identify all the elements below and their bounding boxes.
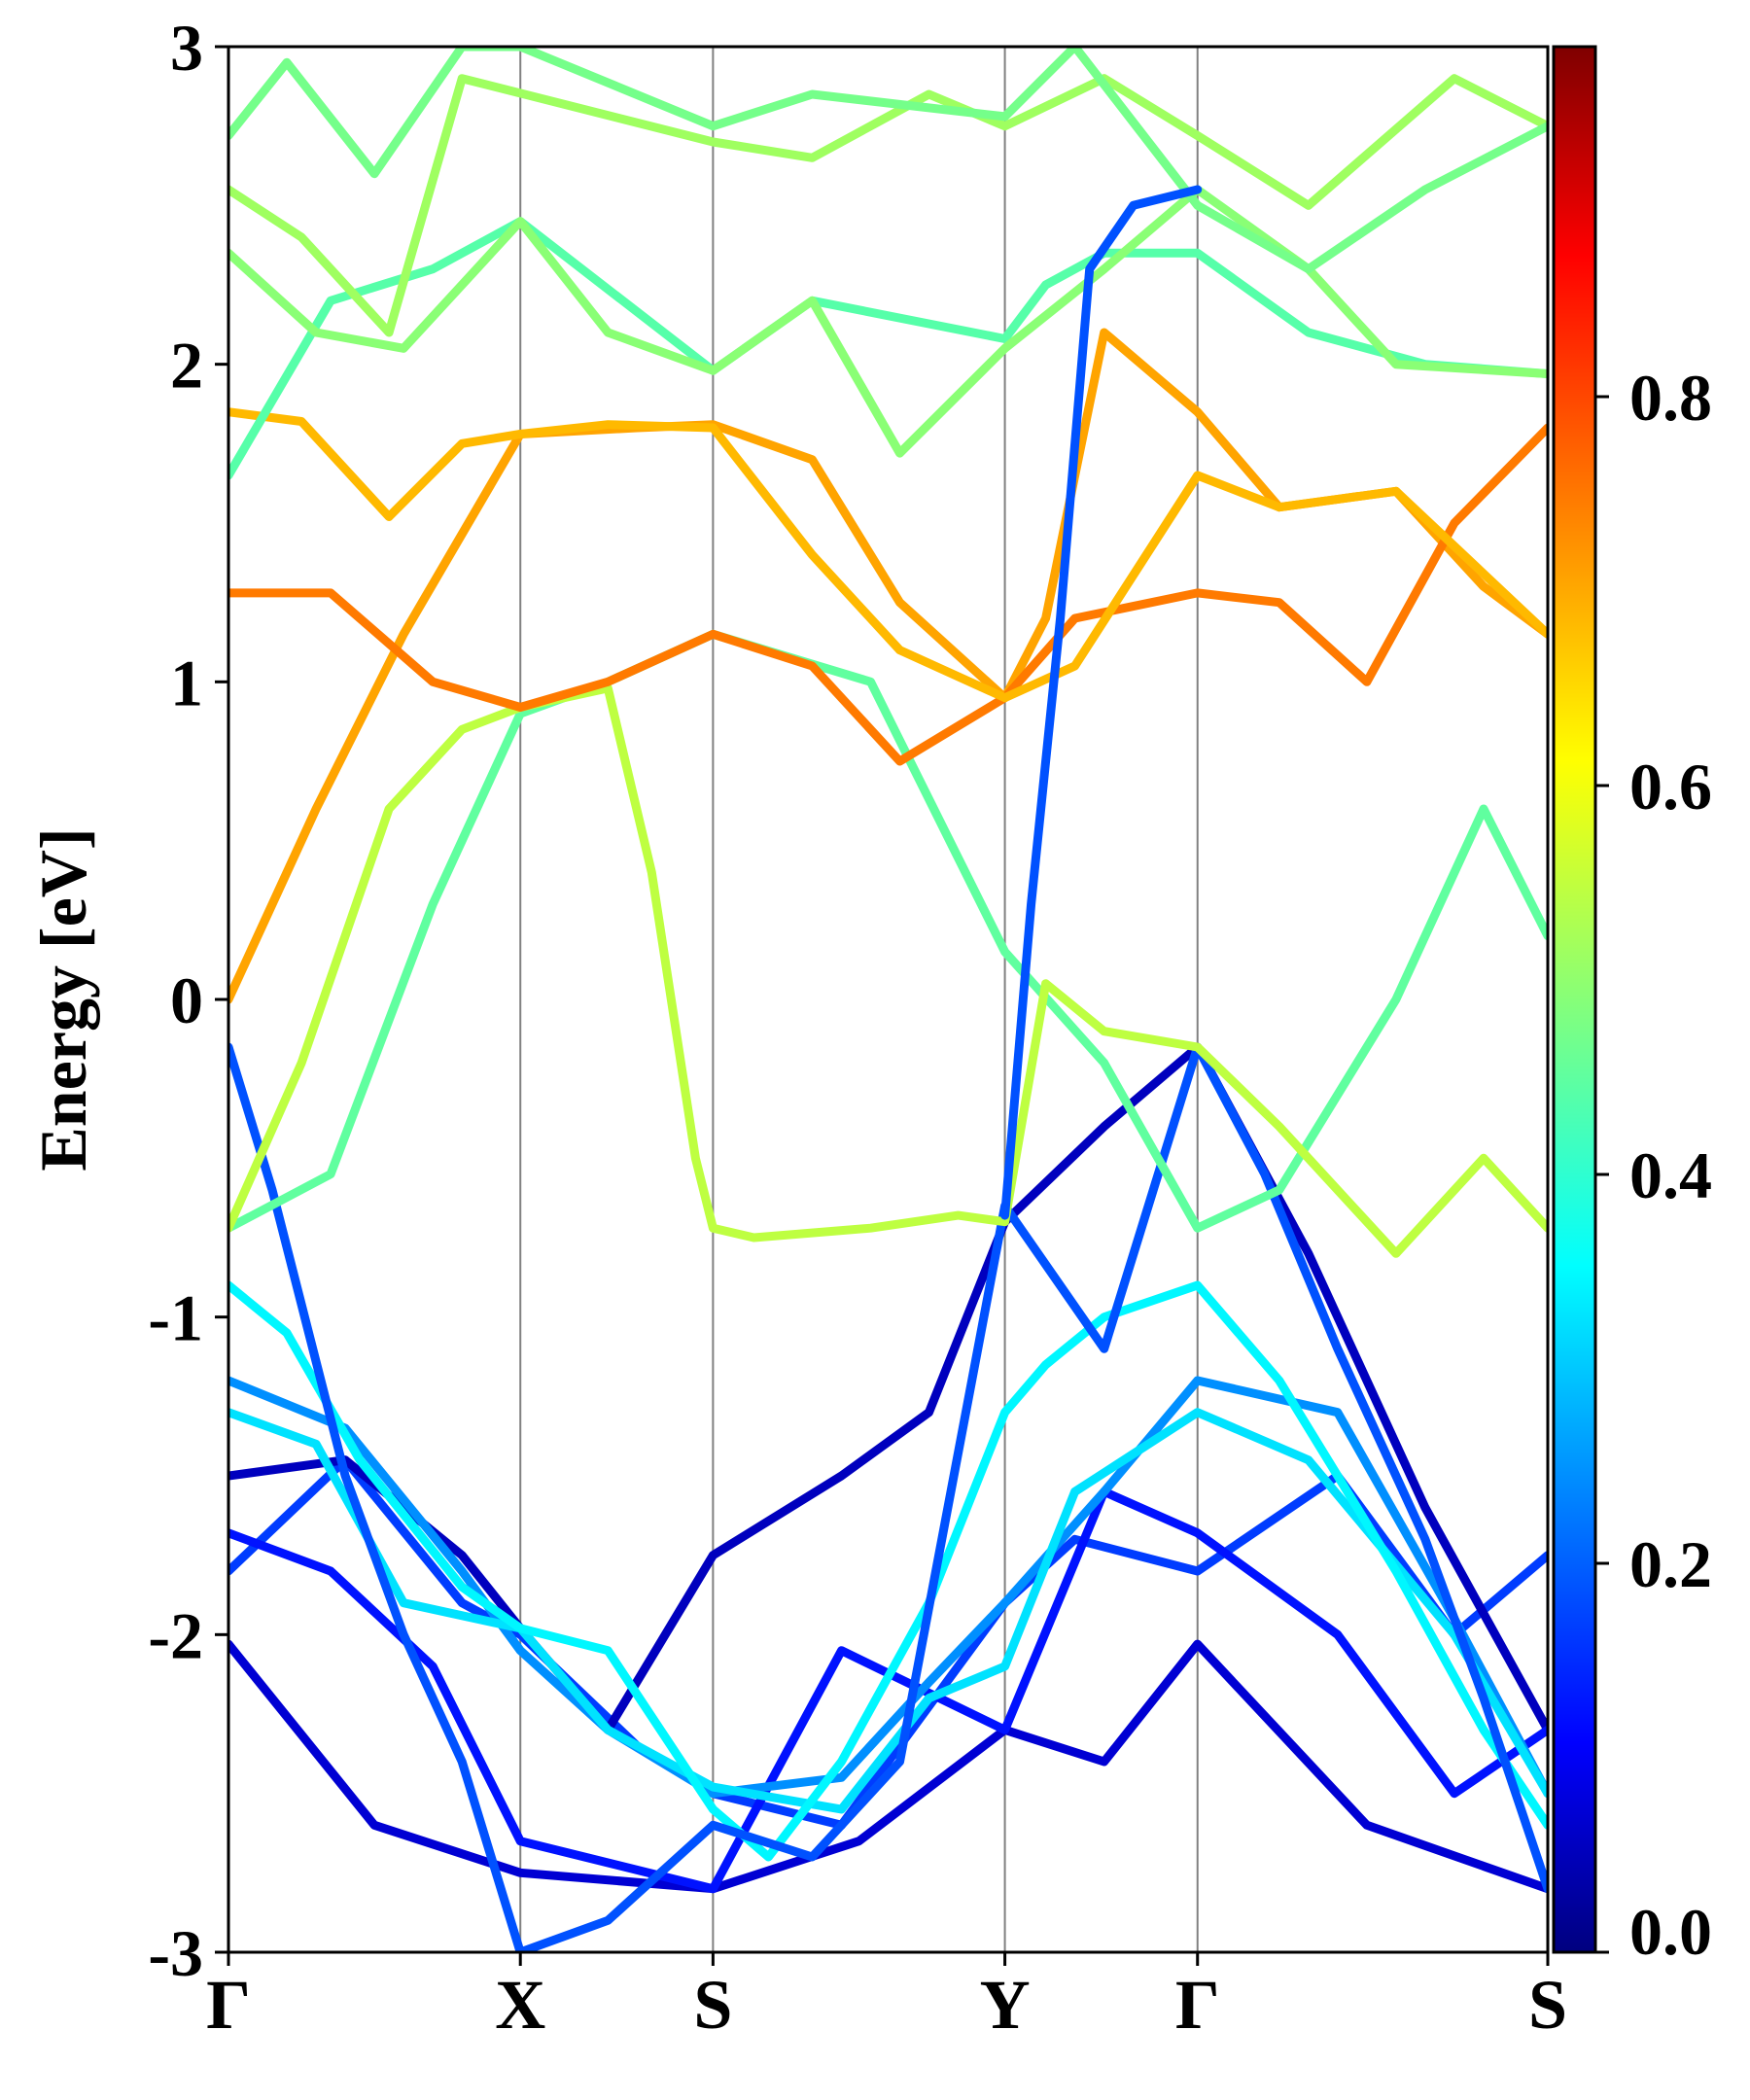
band-line-1	[228, 1639, 1548, 1894]
x-tick-label: Γ	[206, 1966, 251, 2044]
x-tick-label: Γ	[1175, 1966, 1220, 2044]
band-line-14	[228, 217, 1548, 480]
plot-background	[228, 47, 1548, 1952]
band-line-17	[228, 47, 1548, 274]
y-tick-label: -1	[148, 1281, 203, 1355]
x-tick-label: X	[495, 1966, 545, 2044]
bands-group	[228, 47, 1548, 1952]
colorbar-tick-label: 0.6	[1629, 750, 1712, 823]
band-line-9	[228, 629, 1548, 1233]
band-line-13	[228, 407, 1548, 703]
band-line-16	[228, 74, 1548, 337]
band-line-18	[1000, 185, 1203, 1220]
colorbar	[1552, 45, 1597, 1954]
colorbar-tick-label: 0.0	[1629, 1895, 1712, 1969]
y-tick-label: 3	[170, 11, 203, 85]
y-tick-label: 2	[170, 329, 203, 402]
y-tick-label: -3	[148, 1916, 203, 1990]
colorbar-tick-label: 0.2	[1629, 1527, 1712, 1601]
band-line-8	[228, 1042, 1548, 1952]
y-axis-label: Energy [eV]	[26, 827, 100, 1171]
band-line-10	[228, 683, 1548, 1258]
y-tick-label: 1	[170, 646, 203, 719]
x-tick-label: S	[693, 1966, 732, 2044]
y-tick-label: -2	[148, 1598, 203, 1672]
band-line-12	[228, 423, 1548, 766]
band-line-3	[228, 1042, 1548, 1734]
colorbar-tick-label: 0.4	[1629, 1138, 1712, 1212]
band-line-5	[228, 1376, 1548, 1799]
colorbar-axis: 0.0 0.2 0.4 0.6 0.8	[1595, 361, 1712, 1969]
x-tick-label: S	[1528, 1966, 1567, 2044]
band-line-7	[228, 1280, 1548, 1862]
y-axis: 3 2 1 0 -1 -2 -3	[148, 11, 228, 1990]
band-line-6	[228, 1408, 1548, 1814]
colorbar-tick-label: 0.8	[1629, 361, 1712, 435]
x-tick-label: Y	[980, 1966, 1031, 2044]
y-tick-label: 0	[170, 963, 203, 1037]
